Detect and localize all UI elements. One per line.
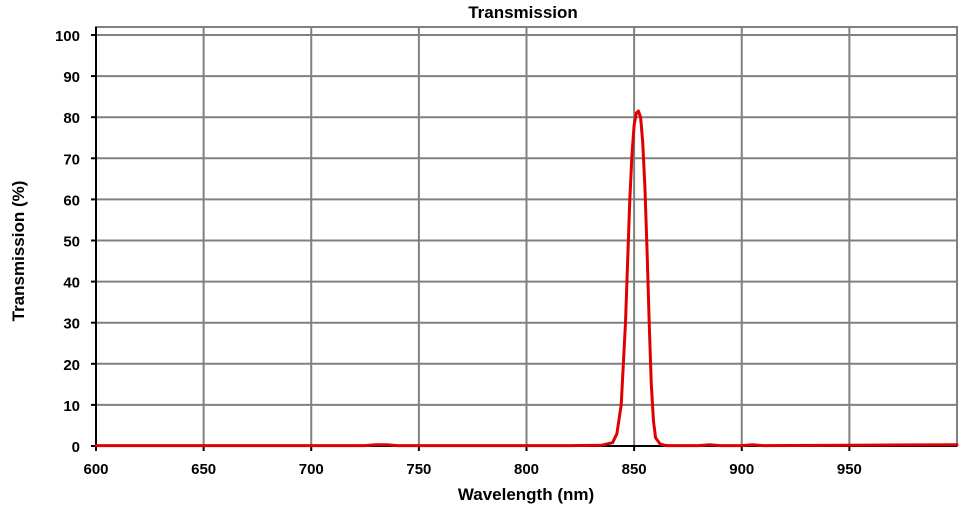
y-tick-label: 0 bbox=[72, 439, 80, 456]
x-tick-label: 800 bbox=[514, 461, 539, 478]
y-axis-title: Transmission (%) bbox=[9, 181, 28, 322]
y-tick-label: 20 bbox=[63, 357, 80, 374]
transmission-series-line bbox=[94, 109, 959, 448]
x-tick-label: 900 bbox=[729, 461, 754, 478]
x-tick-label: 850 bbox=[622, 461, 647, 478]
x-tick-label: 750 bbox=[406, 461, 431, 478]
y-tick-label: 40 bbox=[63, 275, 80, 292]
x-axis-title: Wavelength (nm) bbox=[458, 485, 594, 504]
x-tick-label: 950 bbox=[837, 461, 862, 478]
y-tick-labels: 0 10 20 30 40 50 60 70 80 90 100 bbox=[55, 28, 80, 456]
y-tick-label: 90 bbox=[63, 69, 80, 86]
chart-title: Transmission bbox=[468, 3, 578, 22]
y-tick-label: 100 bbox=[55, 28, 80, 45]
y-tick-label: 10 bbox=[63, 398, 80, 415]
x-tick-label: 650 bbox=[191, 461, 216, 478]
x-tick-label: 600 bbox=[83, 461, 108, 478]
x-tick-labels: 600 650 700 750 800 850 900 950 bbox=[83, 461, 861, 478]
x-tick-label: 700 bbox=[299, 461, 324, 478]
y-tick-label: 30 bbox=[63, 316, 80, 333]
grid-lines bbox=[96, 27, 957, 446]
series-layer bbox=[94, 109, 959, 448]
y-tick-label: 60 bbox=[63, 192, 80, 209]
y-tick-label: 70 bbox=[63, 151, 80, 168]
y-tick-label: 80 bbox=[63, 110, 80, 127]
y-tick-label: 50 bbox=[63, 234, 80, 251]
axes bbox=[91, 27, 957, 451]
